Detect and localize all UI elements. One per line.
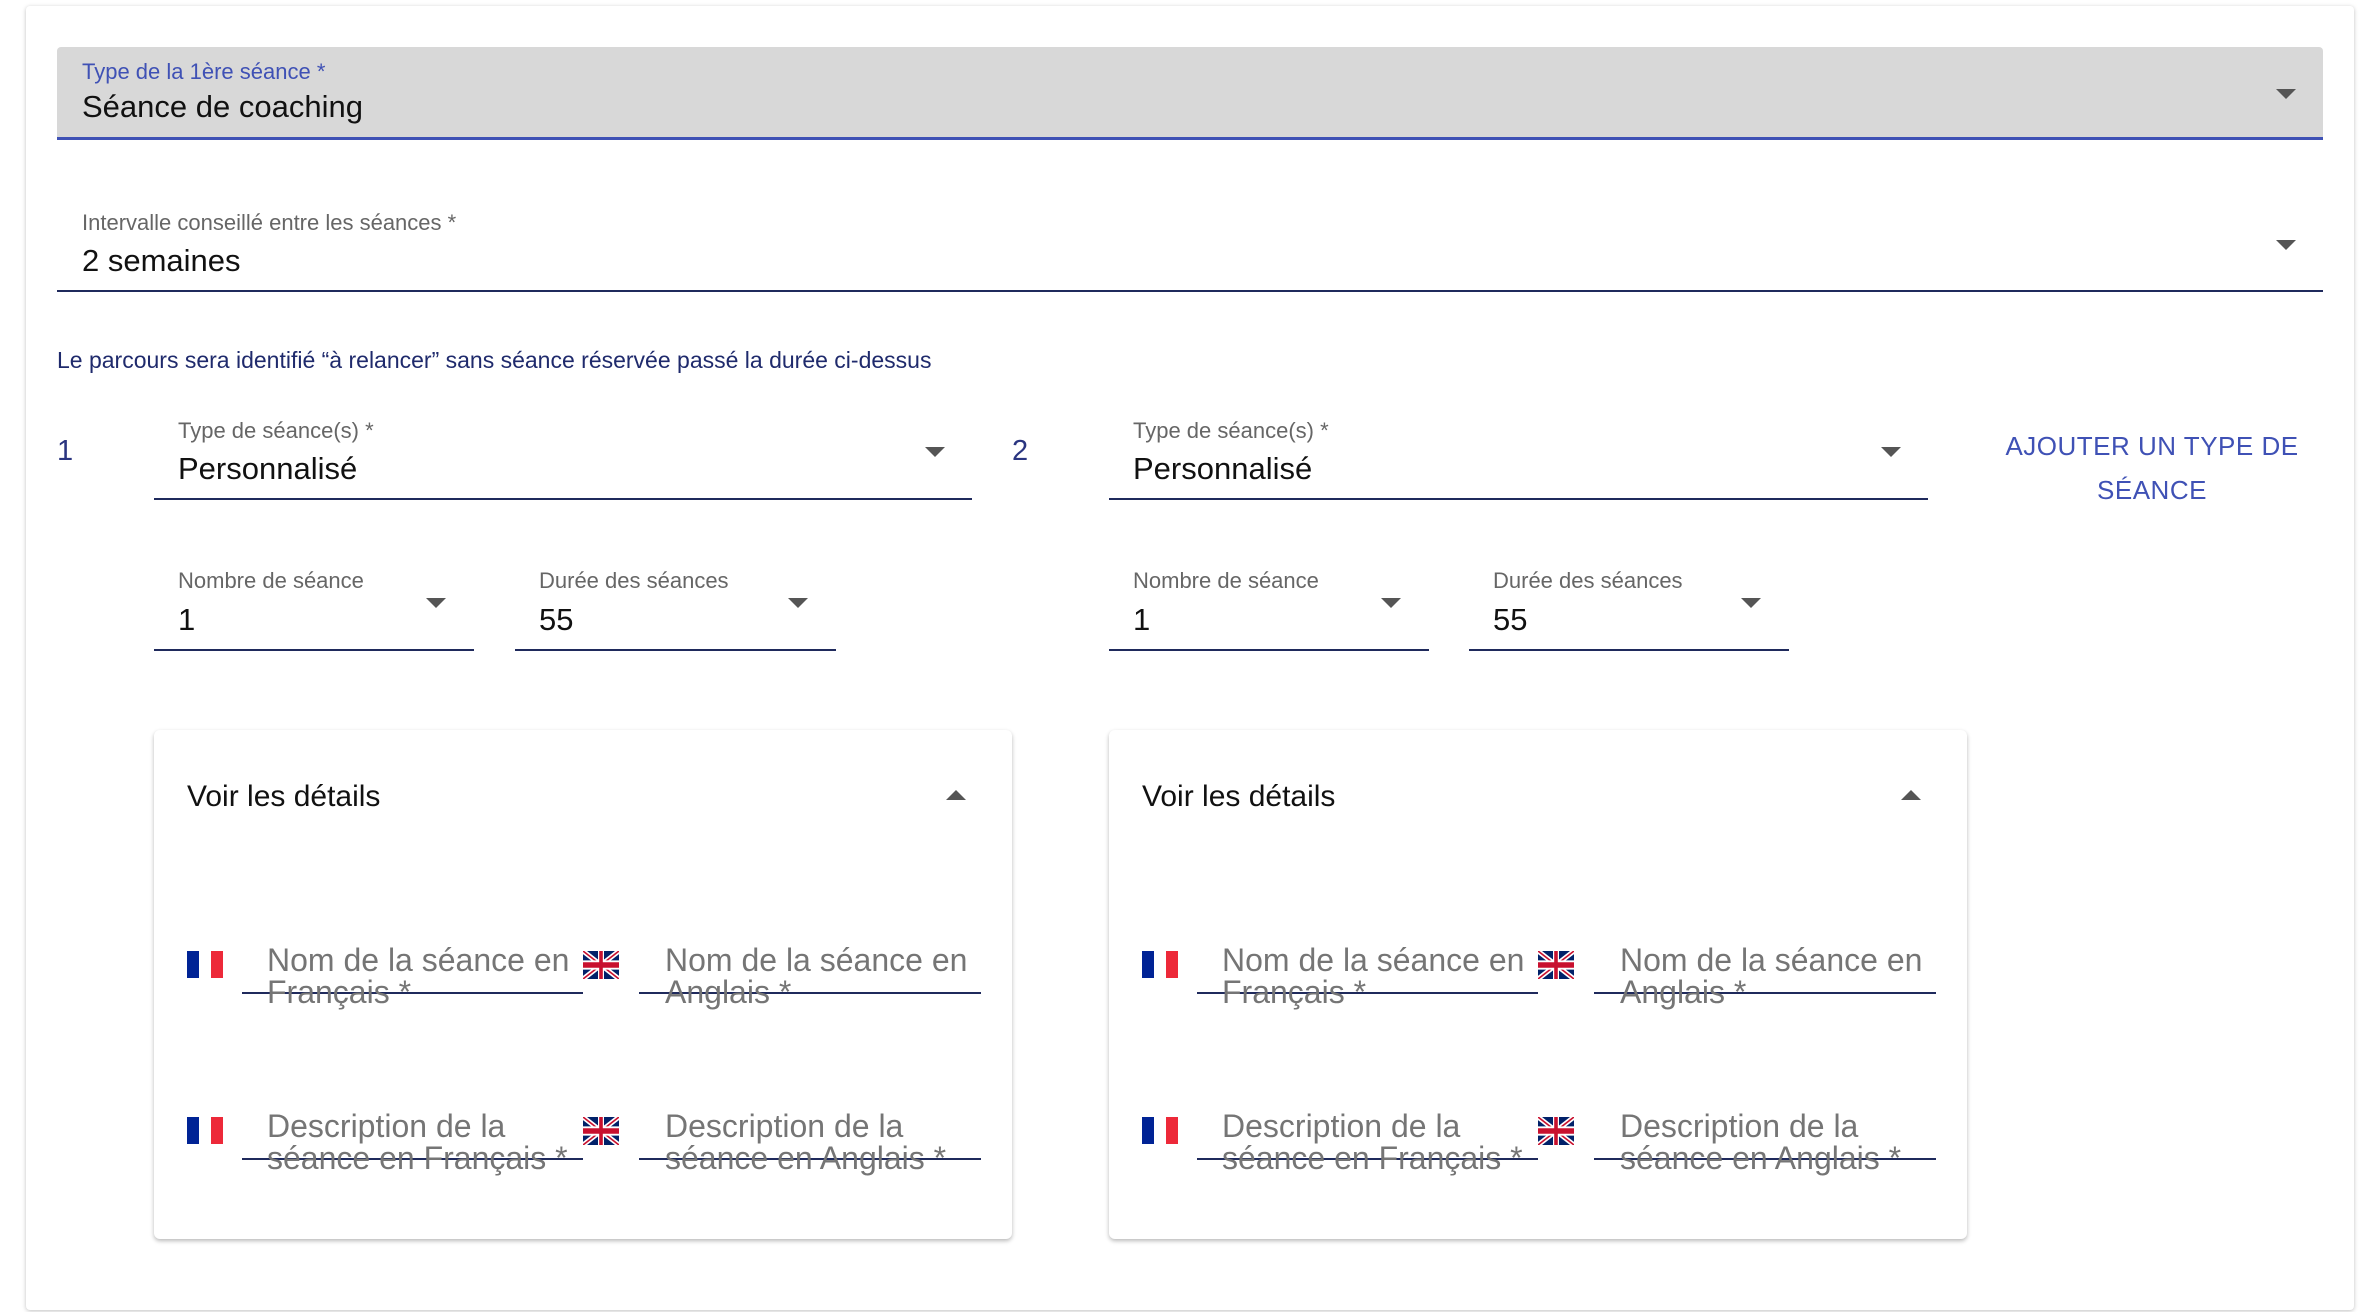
name-en-input[interactable]: Nom de la séance en Anglais * <box>1594 942 1936 1008</box>
placeholder-line: séance en Français * <box>1222 1140 1523 1176</box>
session-type-select[interactable]: Type de séance(s) * Personnalisé <box>1109 415 1928 500</box>
session-duration-label: Durée des séances <box>1493 568 1683 593</box>
session-count-value: 1 <box>178 602 196 637</box>
uk-flag-icon <box>583 951 619 979</box>
dropdown-arrow-icon <box>2276 240 2296 250</box>
uk-flag-icon <box>583 1117 619 1145</box>
placeholder-line: Nom de la séance en <box>267 942 570 978</box>
session-count-select[interactable]: Nombre de séance 1 <box>1109 566 1429 651</box>
session-count-label: Nombre de séance <box>1133 568 1319 593</box>
placeholder-line: séance en Français * <box>267 1140 568 1176</box>
session-duration-value: 55 <box>539 602 574 637</box>
chevron-up-icon <box>946 790 966 800</box>
session-index: 2 <box>1012 435 1029 467</box>
description-fr-input[interactable]: Description de la séance en Français * <box>242 1108 583 1174</box>
placeholder-line: Nom de la séance en <box>1620 942 1923 978</box>
description-en-input[interactable]: Description de la séance en Anglais * <box>639 1108 981 1174</box>
uk-flag-icon <box>1538 951 1574 979</box>
add-type-label-line1: AJOUTER UN TYPE DE <box>2005 431 2299 461</box>
session-type-label: Type de séance(s) * <box>1133 418 1329 443</box>
interval-select[interactable]: Intervalle conseillé entre les séances *… <box>57 200 2323 292</box>
dropdown-arrow-icon <box>1881 447 1901 457</box>
session-type-value: Personnalisé <box>178 451 358 486</box>
france-flag-icon <box>1142 1117 1178 1144</box>
session-duration-value: 55 <box>1493 602 1528 637</box>
name-en-input[interactable]: Nom de la séance en Anglais * <box>639 942 981 1008</box>
dropdown-arrow-icon <box>788 598 808 608</box>
add-session-type-button[interactable]: AJOUTER UN TYPE DE SÉANCE <box>1980 424 2324 512</box>
france-flag-icon <box>187 951 223 978</box>
session-duration-select[interactable]: Durée des séances 55 <box>1469 566 1789 651</box>
name-fr-input[interactable]: Nom de la séance en Français * <box>242 942 583 1008</box>
description-en-input[interactable]: Description de la séance en Anglais * <box>1594 1108 1936 1174</box>
placeholder-line: séance en Anglais * <box>665 1140 947 1176</box>
session-count-label: Nombre de séance <box>178 568 364 593</box>
placeholder-line: Nom de la séance en <box>1222 942 1525 978</box>
dropdown-arrow-icon <box>925 447 945 457</box>
details-toggle[interactable]: Voir les détails <box>1109 770 1967 820</box>
first-session-label: Type de la 1ère séance * <box>82 59 326 84</box>
name-fr-input[interactable]: Nom de la séance en Français * <box>1197 942 1538 1008</box>
session-duration-select[interactable]: Durée des séances 55 <box>515 566 836 651</box>
details-panel: Voir les détails Nom de la séance en Fran… <box>1109 730 1967 1239</box>
helper-text: Le parcours sera identifié “à relancer” … <box>57 347 932 373</box>
placeholder-line: Anglais * <box>1620 974 1747 1010</box>
session-type-select[interactable]: Type de séance(s) * Personnalisé <box>154 415 972 500</box>
add-type-label-line2: SÉANCE <box>2097 475 2207 505</box>
details-panel: Voir les détails Nom de la séance en Fran… <box>154 730 1012 1239</box>
first-session-select[interactable]: Type de la 1ère séance * Séance de coach… <box>57 47 2323 140</box>
description-fr-input[interactable]: Description de la séance en Français * <box>1197 1108 1538 1174</box>
placeholder-line: Description de la <box>267 1108 506 1144</box>
placeholder-line: Français * <box>267 974 412 1010</box>
session-index: 1 <box>57 435 74 467</box>
details-title: Voir les détails <box>187 780 381 813</box>
dropdown-arrow-icon <box>426 598 446 608</box>
details-toggle[interactable]: Voir les détails <box>154 770 1012 820</box>
session-count-select[interactable]: Nombre de séance 1 <box>154 566 474 651</box>
interval-value: 2 semaines <box>82 243 241 278</box>
uk-flag-icon <box>1538 1117 1574 1145</box>
dropdown-arrow-icon <box>1381 598 1401 608</box>
dropdown-arrow-icon <box>1741 598 1761 608</box>
first-session-value: Séance de coaching <box>82 89 363 124</box>
placeholder-line: Anglais * <box>665 974 792 1010</box>
session-count-value: 1 <box>1133 602 1151 637</box>
interval-label: Intervalle conseillé entre les séances * <box>82 210 457 235</box>
placeholder-line: Description de la <box>1620 1108 1859 1144</box>
dropdown-arrow-icon <box>2276 89 2296 99</box>
placeholder-line: Français * <box>1222 974 1367 1010</box>
placeholder-line: séance en Anglais * <box>1620 1140 1902 1176</box>
session-type-value: Personnalisé <box>1133 451 1313 486</box>
chevron-up-icon <box>1901 790 1921 800</box>
placeholder-line: Nom de la séance en <box>665 942 968 978</box>
placeholder-line: Description de la <box>665 1108 904 1144</box>
details-title: Voir les détails <box>1142 780 1336 813</box>
france-flag-icon <box>187 1117 223 1144</box>
session-type-label: Type de séance(s) * <box>178 418 374 443</box>
france-flag-icon <box>1142 951 1178 978</box>
session-duration-label: Durée des séances <box>539 568 729 593</box>
placeholder-line: Description de la <box>1222 1108 1461 1144</box>
